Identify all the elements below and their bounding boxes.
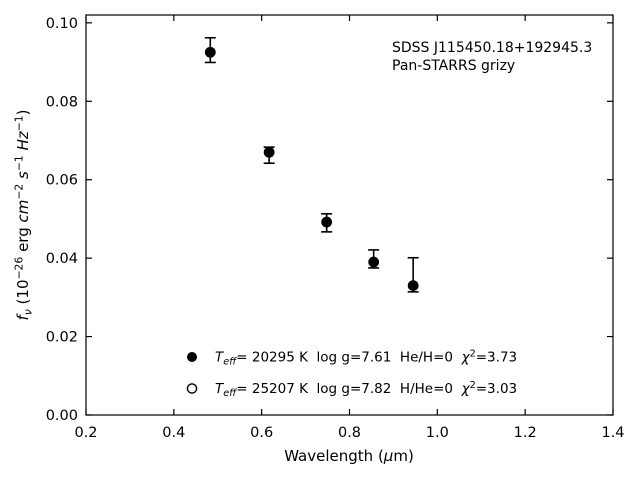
x-tick-label: 1.2 xyxy=(514,425,537,441)
axis-ticks xyxy=(85,15,614,416)
legend-marker-open-circle xyxy=(186,383,198,394)
legend-marker-filled-circle xyxy=(187,352,197,362)
x-tick-label: 0.8 xyxy=(338,425,361,441)
data-point xyxy=(204,46,216,58)
data-point xyxy=(263,146,275,158)
data-point xyxy=(368,256,380,268)
data-point xyxy=(321,216,333,228)
x-tick-label: 0.2 xyxy=(74,425,97,441)
legend: Teff= 20295 K log g=7.61 He/H=0 χ2=3.73 … xyxy=(186,348,517,399)
data-points xyxy=(204,46,419,291)
y-tick-label: 0.10 xyxy=(46,16,78,32)
y-axis-label: fν (10−26 erg cm−2 s−1 Hz−1) xyxy=(12,109,34,320)
annotation-survey: Pan-STARRS grizy xyxy=(392,58,515,74)
legend-entry-model-1: Teff= 20295 K log g=7.61 He/H=0 χ2=3.73 xyxy=(215,348,517,367)
y-tick-label: 0.06 xyxy=(46,173,78,189)
plot-area-border xyxy=(85,14,614,416)
legend-entry-model-2: Teff= 25207 K log g=7.82 H/He=0 χ2=3.03 xyxy=(215,380,517,399)
y-tick-labels: 0.00 0.02 0.04 0.06 0.08 0.10 xyxy=(46,16,78,424)
y-tick-label: 0.08 xyxy=(46,94,78,110)
x-tick-label: 0.4 xyxy=(162,425,185,441)
annotation-object-name: SDSS J115450.18+192945.3 xyxy=(392,40,592,56)
y-tick-label: 0.00 xyxy=(46,408,78,424)
y-tick-label: 0.02 xyxy=(46,330,78,346)
data-point xyxy=(407,280,419,291)
x-tick-label: 1.4 xyxy=(601,425,624,441)
x-axis-label: Wavelength (μm) xyxy=(284,447,414,465)
x-tick-label: 0.6 xyxy=(250,425,273,441)
x-tick-labels: 0.2 0.4 0.6 0.8 1.0 1.2 1.4 xyxy=(74,425,624,441)
y-tick-label: 0.04 xyxy=(46,251,78,267)
x-tick-label: 1.0 xyxy=(426,425,449,441)
